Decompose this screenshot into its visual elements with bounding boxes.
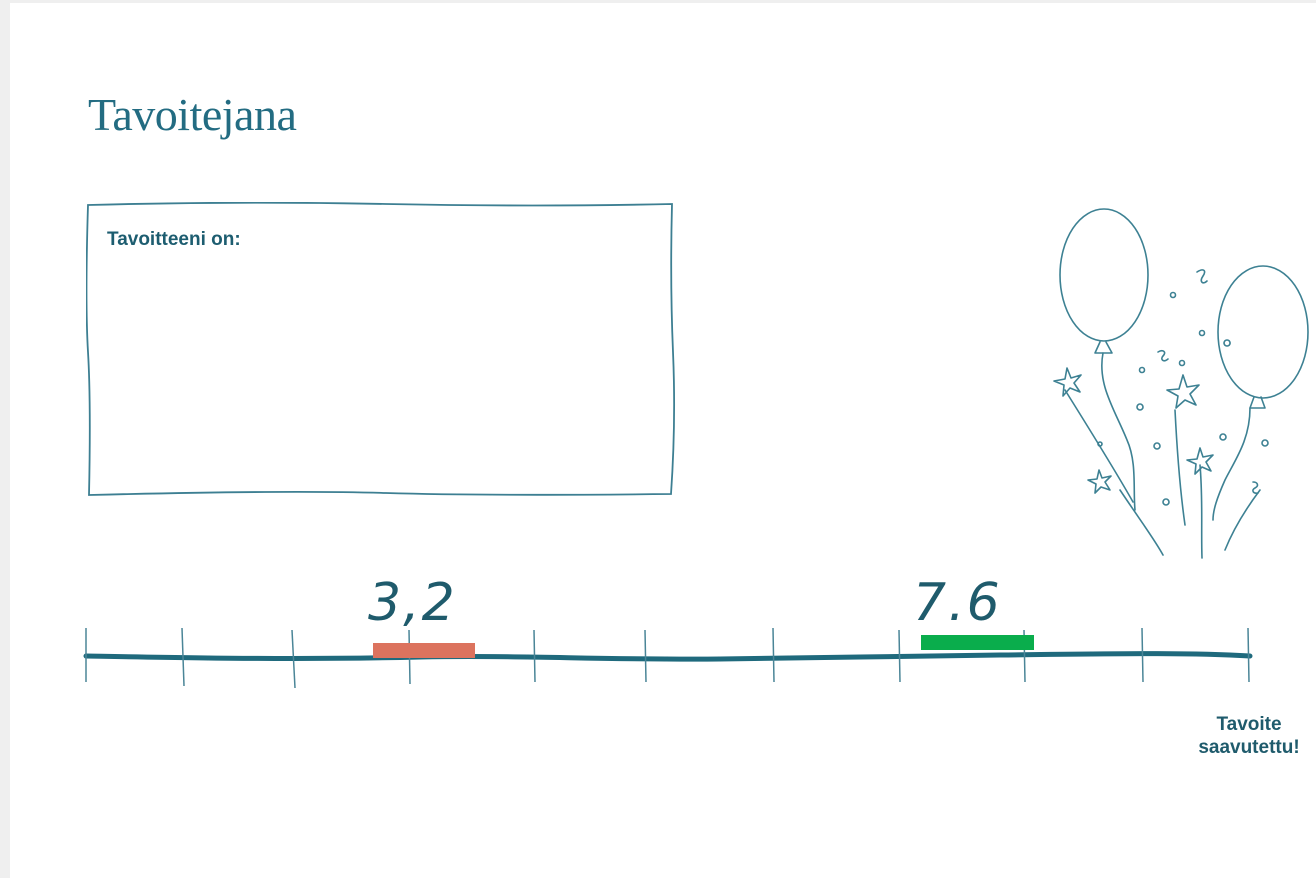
goal-reached-line2: saavutettu!: [1198, 737, 1300, 758]
goal-box[interactable]: Tavoitteeni on:: [86, 202, 676, 497]
slide: [10, 3, 1316, 878]
goal-reached-line1: Tavoite: [1216, 714, 1282, 735]
goal-box-border: [86, 202, 676, 496]
start-value-label: 3,2: [368, 573, 457, 633]
goal-label: Tavoitteeni on:: [107, 229, 241, 250]
page-title: Tavoitejana: [88, 89, 297, 140]
target-value-label: 7.6: [913, 573, 1002, 633]
goal-reached-label: Tavoite saavutettu!: [1188, 713, 1310, 759]
balloons-celebration-icon: [1053, 208, 1309, 559]
